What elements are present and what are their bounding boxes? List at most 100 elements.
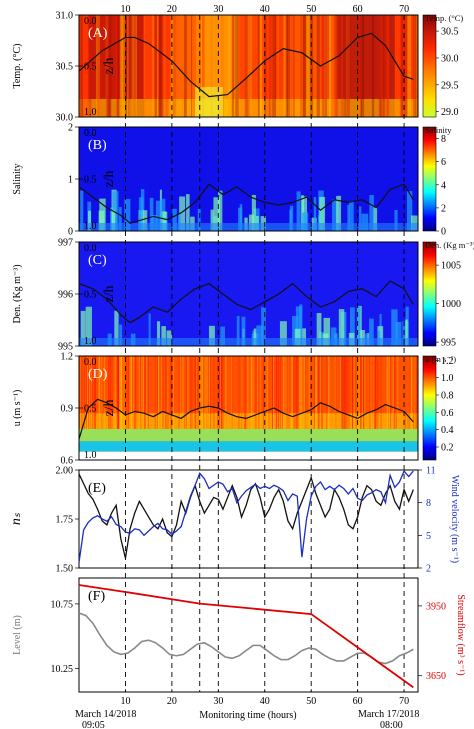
velocity-heatmap-streak <box>359 356 361 429</box>
colorbar-tick-label: 30.5 <box>441 27 459 38</box>
velocity-heatmap-streak <box>280 356 282 429</box>
velocity-heatmap-streak <box>119 356 121 429</box>
velocity-heatmap-streak <box>298 356 300 429</box>
velocity-heatmap-streak <box>301 356 303 429</box>
salinity-heatmap-plume <box>336 195 342 231</box>
temp-noise-stripe <box>163 15 167 117</box>
salinity-heatmap-plume <box>111 210 116 231</box>
temp-noise-stripe <box>231 15 235 117</box>
colorbar-title: u (m s⁻¹) <box>425 354 456 364</box>
temp-noise-stripe <box>324 15 327 117</box>
velocity-heatmap-streak <box>395 356 397 429</box>
temp-noise-stripe <box>247 15 250 117</box>
temp-noise-stripe <box>285 15 288 117</box>
velocity-heatmap-streak <box>221 356 223 429</box>
salinity-heatmap-plume <box>112 191 119 231</box>
velocity-heatmap-streak <box>246 356 248 429</box>
temp-noise-stripe <box>107 15 110 117</box>
temp-noise-stripe <box>244 15 246 117</box>
velocity-heatmap-streak <box>170 356 172 429</box>
velocity-heatmap-streak <box>205 356 207 429</box>
colorbar-1 <box>422 126 437 232</box>
velocity-heatmap-streak <box>213 356 215 429</box>
temp-noise-stripe <box>84 15 89 117</box>
velocity-heatmap-streak <box>380 356 382 429</box>
colorbar-tick-label: 1.0 <box>441 373 454 384</box>
temp-noise-stripe <box>405 15 408 117</box>
inner-tick-label: 0.5 <box>84 62 97 73</box>
velocity-heatmap-streak <box>304 356 306 429</box>
y-axis-label: u (m s⁻¹) <box>12 390 23 427</box>
temp-noise-stripe <box>234 15 238 117</box>
temp-noise-stripe <box>384 15 386 117</box>
temp-noise-stripe <box>143 15 146 117</box>
velocity-heatmap-streak <box>157 356 159 429</box>
temp-noise-stripe <box>109 15 112 117</box>
colorbar-tick-label: 0.2 <box>441 443 454 454</box>
salinity-heatmap-plume <box>358 206 362 231</box>
velocity-heatmap-streak <box>265 356 267 429</box>
velocity-heatmap-streak <box>415 356 417 429</box>
velocity-heatmap-streak <box>318 356 320 429</box>
panel-frame-5 <box>78 577 419 693</box>
density-heatmap-plume <box>316 313 322 346</box>
temp-noise-stripe <box>165 15 169 117</box>
density-heatmap-plume <box>377 326 384 346</box>
velocity-heatmap-streak <box>101 356 103 429</box>
velocity-heatmap-streak <box>288 356 290 429</box>
x-tick-label-bottom: 60 <box>353 696 363 707</box>
temp-noise-stripe <box>386 15 389 117</box>
salinity-heatmap-plume <box>172 208 177 231</box>
colorbar-0 <box>422 14 437 118</box>
velocity-heatmap-streak <box>296 356 298 429</box>
colorbar-tick-label: 0.8 <box>441 391 454 402</box>
colorbar-tick-label: 30.0 <box>441 53 459 64</box>
temp-noise-stripe <box>247 15 250 117</box>
salinity-heatmap-plume <box>332 199 339 231</box>
ns-series-line <box>78 473 414 559</box>
velocity-heatmap-streak <box>392 356 394 429</box>
temp-noise-stripe <box>107 15 109 117</box>
temp-noise-stripe <box>218 15 221 117</box>
velocity-heatmap-streak <box>118 356 120 429</box>
salinity-heatmap-plume <box>149 197 154 231</box>
temp-noise-stripe <box>218 15 221 117</box>
velocity-heatmap-streak <box>98 356 100 429</box>
salinity-heatmap-plume <box>301 212 309 231</box>
colorbar-tick-label: 0.6 <box>441 408 454 419</box>
y-tick-label: 0 <box>68 227 73 238</box>
velocity-heatmap-streak <box>272 356 274 429</box>
temp-noise-stripe <box>416 15 418 117</box>
velocity-heatmap-streak <box>225 356 227 429</box>
x-tick-label-bottom: 20 <box>167 696 177 707</box>
salinity-heatmap-plume <box>150 214 157 231</box>
velocity-heatmap-streak <box>321 356 323 429</box>
velocity-heatmap-streak <box>133 356 135 429</box>
salinity-heatmap-plume <box>248 214 255 231</box>
y-axis-label: Temp. (°C) <box>12 44 23 89</box>
salinity-heatmap-plume <box>141 210 148 231</box>
x-start-date: March 14/2018 <box>75 709 136 720</box>
density-heatmap-bottom <box>79 338 418 346</box>
inner-tick-label: 0.0 <box>84 128 97 139</box>
velocity-heatmap-streak <box>135 356 137 429</box>
temp-noise-stripe <box>400 15 404 117</box>
temp-noise-stripe <box>135 15 137 117</box>
temp-noise-stripe <box>228 15 230 117</box>
velocity-heatmap-streak <box>179 356 181 429</box>
colorbar-2 <box>422 241 437 347</box>
salinity-heatmap-plume <box>210 209 214 231</box>
y-tick-label: 2 <box>68 123 73 134</box>
velocity-heatmap-streak <box>403 356 405 429</box>
temp-noise-stripe <box>346 15 350 117</box>
velocity-heatmap-streak <box>264 356 266 429</box>
temp-noise-stripe <box>322 15 325 117</box>
velocity-heatmap-streak <box>244 356 246 429</box>
velocity-heatmap-streak <box>114 356 116 429</box>
salinity-heatmap-plume <box>87 210 92 231</box>
velocity-heatmap-streak <box>116 356 118 429</box>
level-series-line <box>78 612 414 665</box>
velocity-heatmap-streak <box>363 356 365 429</box>
temp-noise-stripe <box>192 15 196 117</box>
temp-noise-stripe <box>302 15 307 117</box>
